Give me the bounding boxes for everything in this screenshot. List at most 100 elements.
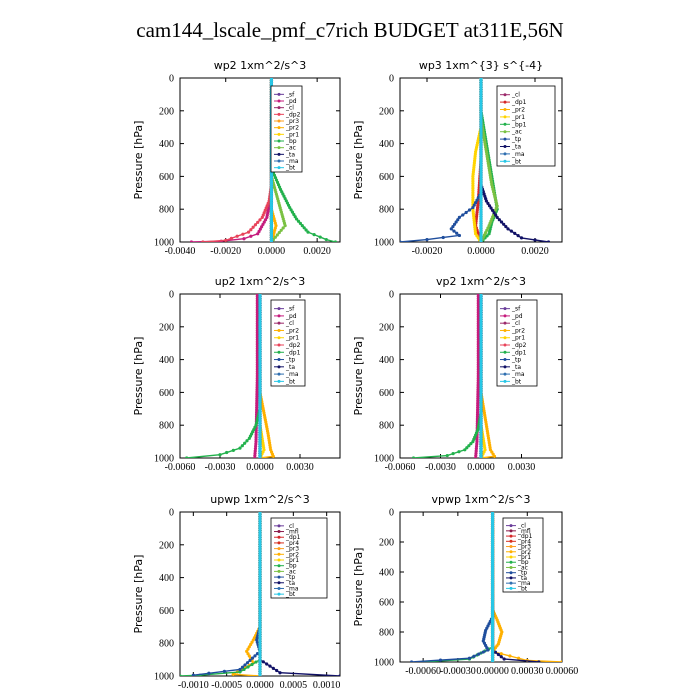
legend-label: _dp2 (285, 111, 301, 118)
series-bp-point (180, 674, 182, 676)
series-bt-point (258, 343, 262, 347)
series-bt-point (479, 194, 483, 198)
series-bt-point (258, 665, 262, 669)
series-bt-point (479, 345, 483, 349)
series-bp-point (238, 670, 242, 674)
series-ac-point (281, 226, 285, 230)
series-bt-point (258, 533, 262, 537)
legend-marker (503, 350, 507, 354)
series-bt-point (269, 208, 274, 212)
series-pd-point (255, 390, 259, 394)
legend-label: _sf (511, 306, 521, 313)
series-tp-point (457, 233, 461, 238)
series-bt-point (258, 524, 262, 528)
y-tick-label: 800 (379, 421, 394, 432)
series-bt-point (258, 623, 262, 627)
series-pd-point (476, 331, 480, 335)
legend-label: _pr4 (285, 540, 299, 547)
legend-marker (277, 575, 281, 579)
series-pd-point (476, 376, 480, 380)
series-pd-point (253, 447, 258, 451)
y-tick-label: 0 (169, 508, 174, 519)
series-bt-point (479, 419, 483, 423)
series-pr2-point (268, 443, 272, 447)
series-dp1-point (218, 453, 222, 457)
series-pd-point (476, 315, 480, 319)
series-pd-point (476, 397, 480, 401)
series-bt-point (258, 444, 262, 449)
series-bt-point (479, 106, 483, 110)
series-ta-point (506, 227, 510, 231)
series-ac-point (279, 228, 283, 232)
series-bt-point (479, 189, 483, 193)
series-bt-point (479, 343, 483, 347)
y-tick-label: 200 (379, 538, 394, 549)
series-bt-point (258, 531, 262, 535)
series-bt-point (479, 238, 483, 242)
series-pd-point (255, 342, 259, 346)
series-bt-point (479, 329, 483, 333)
series-pd-point (255, 360, 259, 364)
series-bt-point (258, 366, 262, 370)
legend-marker (277, 152, 281, 156)
series-ac-point (482, 136, 486, 140)
series-pd-point (476, 360, 480, 364)
series-bt-point (479, 138, 483, 142)
series-pd-point (261, 222, 265, 227)
series-bt-point (479, 364, 483, 368)
series-bt-point (269, 175, 274, 179)
series-pr2-point (499, 652, 503, 656)
series-bt-point (258, 612, 262, 616)
legend-label: _bt (285, 165, 296, 172)
series-bt-point (479, 426, 483, 430)
series-pd-point (476, 296, 480, 301)
series-pd-point (475, 410, 480, 414)
series-bt-point (479, 333, 483, 338)
series-pr2-point (560, 660, 562, 662)
series-bt-point (479, 196, 483, 200)
series-tp-point (425, 237, 429, 242)
series-bt-point (479, 412, 483, 416)
series-bt-point (479, 145, 483, 149)
series-bt-point (479, 387, 483, 391)
series-dp2-point (253, 223, 258, 227)
series-bt-point (258, 625, 262, 630)
x-tick-label: 0.0005 (280, 680, 308, 691)
series-tp-point (474, 201, 478, 205)
series-bt-point (479, 417, 483, 421)
series-bt-point (479, 366, 483, 370)
x-tick-label: 0.00060 (546, 666, 579, 677)
series-pd-point (474, 456, 478, 458)
series-bt-point (258, 382, 262, 386)
series-pd-point (474, 454, 478, 458)
series-group (409, 512, 562, 662)
series-bt-point (479, 85, 483, 89)
series-bt-point (258, 565, 262, 570)
series-ta-point (338, 674, 340, 676)
series-dp1-point (243, 441, 247, 445)
series-bt-point (258, 407, 262, 412)
y-tick-label: 400 (379, 355, 394, 366)
series-pd-point (476, 322, 480, 326)
series-bt-point (258, 313, 262, 317)
series-bt-point (479, 214, 483, 219)
legend-label: _bp1 (511, 121, 527, 128)
series-ta-point (489, 206, 493, 210)
y-tick-label: 600 (379, 172, 394, 183)
series-dp1-point (185, 456, 189, 458)
series-tp-line (193, 512, 261, 676)
series-bt-point (479, 368, 483, 372)
series-bt-point (258, 584, 262, 588)
series-tp-point (250, 656, 255, 660)
legend-marker (503, 321, 507, 325)
series-pd-point (256, 232, 260, 236)
legend-marker (277, 552, 281, 556)
series-ta-point (502, 222, 506, 226)
series-pd-point (253, 451, 257, 455)
series-tp-point (472, 654, 476, 658)
legend-label: _cl (285, 523, 294, 530)
series-ta-point (519, 236, 524, 240)
series-bt-point (479, 424, 483, 428)
legend-marker (277, 350, 281, 354)
series-bt-point (258, 669, 262, 673)
